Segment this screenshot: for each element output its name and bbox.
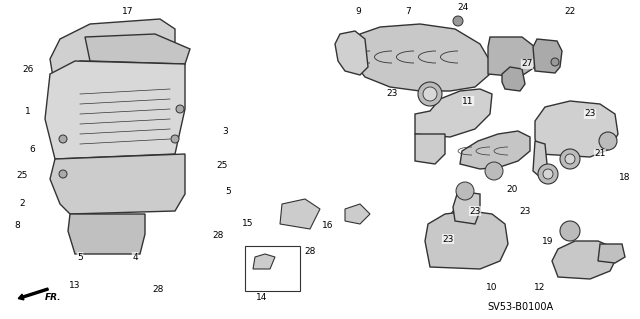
- Text: 19: 19: [542, 236, 554, 246]
- Text: 11: 11: [462, 97, 474, 106]
- Polygon shape: [415, 89, 492, 137]
- Text: 24: 24: [458, 3, 468, 11]
- Text: 28: 28: [152, 285, 164, 293]
- Text: 5: 5: [225, 187, 231, 196]
- Circle shape: [176, 105, 184, 113]
- Polygon shape: [253, 254, 275, 269]
- Circle shape: [423, 87, 437, 101]
- Text: 8: 8: [14, 221, 20, 231]
- Circle shape: [456, 182, 474, 200]
- Polygon shape: [335, 31, 368, 75]
- Polygon shape: [552, 241, 615, 279]
- Circle shape: [565, 154, 575, 164]
- Circle shape: [418, 82, 442, 106]
- Text: 25: 25: [16, 172, 28, 181]
- Text: 28: 28: [212, 232, 224, 241]
- Text: 1: 1: [25, 107, 31, 115]
- Polygon shape: [68, 214, 145, 254]
- Text: 21: 21: [595, 150, 605, 159]
- Text: 14: 14: [256, 293, 268, 301]
- Circle shape: [599, 132, 617, 150]
- Text: 9: 9: [355, 6, 361, 16]
- Circle shape: [450, 207, 474, 231]
- Text: 23: 23: [519, 206, 531, 216]
- Polygon shape: [45, 61, 185, 159]
- Text: 4: 4: [132, 253, 138, 262]
- Text: 26: 26: [22, 64, 34, 73]
- Polygon shape: [460, 131, 530, 169]
- Circle shape: [538, 164, 558, 184]
- Circle shape: [560, 221, 580, 241]
- Text: 15: 15: [243, 219, 253, 228]
- Circle shape: [543, 169, 553, 179]
- Text: 13: 13: [69, 281, 81, 291]
- Text: SV53-B0100A: SV53-B0100A: [487, 302, 553, 312]
- Polygon shape: [535, 101, 618, 157]
- Polygon shape: [533, 39, 562, 73]
- Polygon shape: [415, 134, 445, 164]
- Polygon shape: [75, 61, 185, 89]
- Circle shape: [171, 135, 179, 143]
- Circle shape: [455, 212, 469, 226]
- Text: 5: 5: [77, 253, 83, 262]
- Polygon shape: [533, 141, 548, 177]
- Text: 10: 10: [486, 283, 498, 292]
- Polygon shape: [355, 24, 490, 91]
- Circle shape: [551, 58, 559, 66]
- Bar: [245, 246, 300, 291]
- Text: 25: 25: [216, 161, 228, 170]
- Text: 18: 18: [620, 173, 631, 182]
- Polygon shape: [488, 37, 535, 77]
- Text: 17: 17: [122, 6, 134, 16]
- Polygon shape: [598, 244, 625, 263]
- Circle shape: [485, 162, 503, 180]
- Text: 3: 3: [222, 127, 228, 136]
- Circle shape: [59, 135, 67, 143]
- FancyArrow shape: [18, 288, 48, 300]
- Text: 12: 12: [534, 283, 546, 292]
- Text: 22: 22: [564, 6, 575, 16]
- Polygon shape: [345, 204, 370, 224]
- Polygon shape: [280, 199, 320, 229]
- Text: 23: 23: [584, 109, 596, 118]
- Circle shape: [560, 149, 580, 169]
- Text: 6: 6: [29, 145, 35, 153]
- Polygon shape: [425, 211, 508, 269]
- Polygon shape: [50, 154, 185, 214]
- Text: 23: 23: [387, 90, 397, 99]
- Polygon shape: [85, 34, 190, 64]
- Text: 23: 23: [469, 206, 481, 216]
- Circle shape: [453, 16, 463, 26]
- Text: 23: 23: [442, 234, 454, 243]
- Text: 2: 2: [19, 199, 25, 209]
- Text: 16: 16: [323, 221, 333, 231]
- Text: FR.: FR.: [45, 293, 61, 301]
- Text: 28: 28: [304, 247, 316, 256]
- Polygon shape: [502, 67, 525, 91]
- Text: 7: 7: [405, 6, 411, 16]
- Text: 27: 27: [522, 60, 532, 69]
- Polygon shape: [453, 191, 480, 224]
- Text: 20: 20: [506, 184, 518, 194]
- Polygon shape: [50, 19, 175, 89]
- Circle shape: [59, 170, 67, 178]
